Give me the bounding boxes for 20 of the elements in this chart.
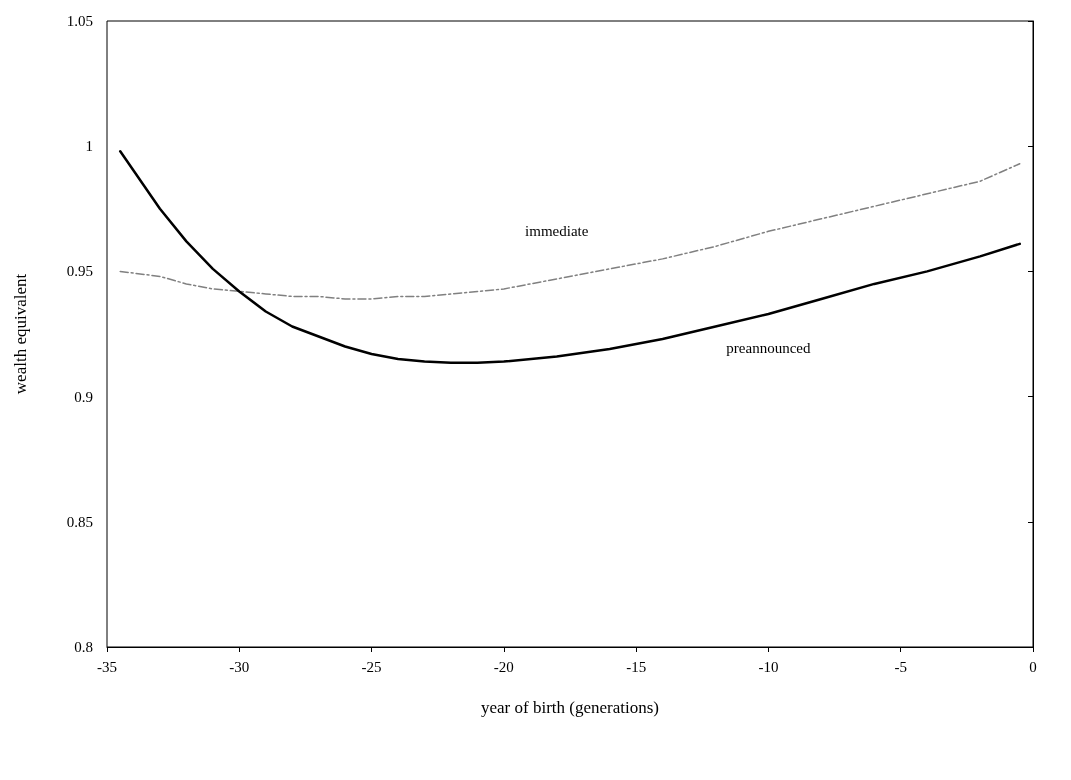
y-tick-label: 0.85 — [66, 513, 93, 530]
x-tick-label: -15 — [626, 658, 647, 675]
y-tick-label: 0.9 — [74, 388, 93, 405]
x-tick-label: -10 — [758, 658, 779, 675]
x-tick-label: -5 — [894, 658, 907, 675]
line-series — [118, 149, 1022, 365]
series-label: preannounced — [726, 340, 811, 357]
line-series — [119, 162, 1021, 300]
x-tick-label: -20 — [493, 658, 514, 675]
y-tick-label: 1.05 — [66, 13, 93, 29]
y-tick-label: 0.95 — [66, 263, 93, 280]
x-axis-title: year of birth (generations) — [481, 698, 659, 717]
x-tick-label: 0 — [1029, 658, 1037, 675]
y-tick-label: 1 — [85, 138, 93, 155]
x-tick-label: -35 — [97, 658, 117, 675]
text: immediate — [525, 223, 589, 240]
x-tick-label: -25 — [361, 658, 382, 675]
x-tick-label: -30 — [229, 658, 250, 675]
y-tick-label: 0.8 — [74, 639, 93, 655]
y-axis-title: wealth equivalent — [11, 273, 30, 395]
